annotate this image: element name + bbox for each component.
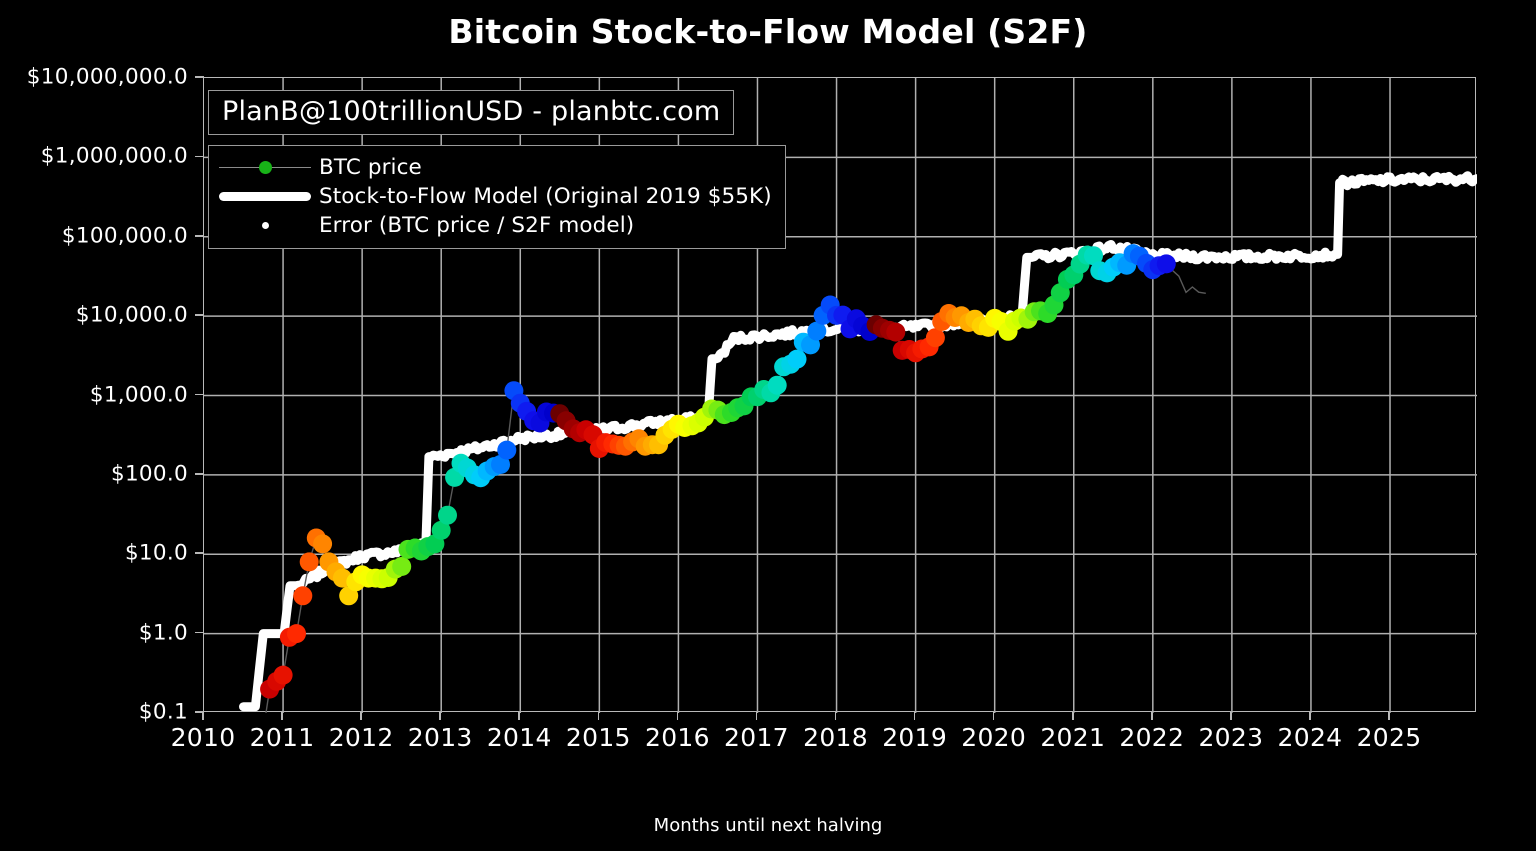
watermark-text: PlanB@100trillionUSD - planbtc.com <box>222 96 721 127</box>
x-axis-tick-mark <box>439 712 441 720</box>
x-axis-tick-label: 2012 <box>328 723 394 752</box>
x-axis-tick-mark <box>1230 712 1232 720</box>
y-axis-tick-mark <box>195 473 204 475</box>
btc-price-point <box>1084 246 1103 266</box>
legend-key-s2f-model <box>219 186 311 208</box>
y-axis-tick-label: $10,000,000.0 <box>26 64 188 90</box>
x-axis-tick-label: 2024 <box>1277 723 1343 752</box>
thick-line-icon <box>219 192 311 201</box>
y-axis-tick-label: $10,000.0 <box>75 302 188 328</box>
x-axis-tick-label: 2025 <box>1356 723 1422 752</box>
x-axis-tick-mark <box>281 712 283 720</box>
legend-label-s2f-model: Stock-to-Flow Model (Original 2019 $55K) <box>319 184 772 209</box>
y-axis-tick-label: $100.0 <box>110 461 188 487</box>
x-axis-tick-mark <box>1151 712 1153 720</box>
btc-price-point <box>491 455 510 474</box>
y-axis-tick-mark <box>195 631 204 634</box>
btc-price-point <box>438 505 457 525</box>
btc-price-point <box>339 586 359 606</box>
y-axis-tick-mark <box>195 234 204 237</box>
x-axis-tick-label: 2020 <box>961 723 1027 752</box>
x-axis-tick-mark <box>1071 712 1074 720</box>
s2f-model-line <box>239 171 1477 712</box>
y-axis-tick-mark <box>195 711 204 713</box>
x-axis-tick-mark <box>992 712 995 720</box>
y-axis-tick-label: $1.0 <box>138 620 188 646</box>
btc-price-point <box>299 552 319 572</box>
btc-price-dots <box>260 244 1176 699</box>
y-axis-tick-label: $0.1 <box>138 699 188 725</box>
x-axis-tick-label: 2015 <box>565 723 631 752</box>
legend-key-btc-price <box>219 157 311 179</box>
x-axis-tick-mark <box>360 712 362 720</box>
legend-label-error: Error (BTC price / S2F model) <box>319 213 635 238</box>
btc-price-point <box>787 349 807 369</box>
x-axis-tick-label: 2010 <box>170 723 236 752</box>
btc-price-point <box>392 557 412 576</box>
x-axis-tick-label: 2013 <box>407 723 473 752</box>
btc-price-point <box>273 665 293 685</box>
btc-price-point <box>925 328 945 348</box>
y-axis-tick-mark <box>195 393 204 396</box>
legend-item-error: Error (BTC price / S2F model) <box>219 211 772 240</box>
colorbar-gradient <box>33 763 1471 788</box>
y-axis-tick-label: $10.0 <box>124 540 188 566</box>
y-axis-tick-label: $1,000,000.0 <box>40 143 188 169</box>
btc-price-point <box>287 624 306 644</box>
green-dot-icon <box>259 161 272 174</box>
page-title: Bitcoin Stock-to-Flow Model (S2F) <box>448 12 1088 51</box>
legend-label-btc-price: BTC price <box>319 155 422 180</box>
x-axis-tick-mark <box>202 712 204 720</box>
x-axis-tick-label: 2023 <box>1198 723 1264 752</box>
x-axis-tick-label: 2021 <box>1040 723 1106 752</box>
x-axis-tick-mark <box>834 712 837 720</box>
btc-price-point <box>431 520 451 540</box>
x-axis-tick-label: 2018 <box>803 723 868 752</box>
btc-price-connector-line <box>265 252 1206 713</box>
x-axis-tick-label: 2019 <box>882 723 948 752</box>
colorbar-region: Months until next halving <box>0 763 1536 851</box>
colorbar-axis-label: Months until next halving <box>653 815 883 836</box>
x-axis-tick-mark <box>1388 712 1390 720</box>
x-axis-tick-label: 2017 <box>724 723 789 752</box>
watermark-annotation: PlanB@100trillionUSD - planbtc.com <box>208 90 735 135</box>
btc-price-point <box>313 534 333 554</box>
legend-item-btc-price: BTC price <box>219 153 772 182</box>
y-axis-tick-mark <box>195 314 204 316</box>
white-dot-icon <box>262 222 269 229</box>
btc-price-point <box>1156 254 1176 274</box>
x-axis-tick-mark <box>518 712 521 720</box>
x-axis-tick-mark <box>1309 712 1311 720</box>
chart-legend: BTC price Stock-to-Flow Model (Original … <box>208 145 786 249</box>
x-axis-tick-mark <box>755 712 758 720</box>
y-axis-tick-mark <box>195 76 204 78</box>
x-axis-tick-mark <box>913 712 916 720</box>
legend-key-error <box>219 215 311 237</box>
x-axis-tick-mark <box>676 712 679 720</box>
btc-price-point <box>807 321 827 341</box>
x-axis-tick-label: 2011 <box>249 723 315 752</box>
y-axis-tick-mark <box>195 155 204 158</box>
x-axis-tick-label: 2022 <box>1119 723 1185 752</box>
btc-price-point <box>497 440 517 460</box>
btc-price-point <box>767 375 787 395</box>
x-axis-tick-mark <box>597 712 600 720</box>
btc-price-point <box>293 586 313 606</box>
legend-item-s2f-model: Stock-to-Flow Model (Original 2019 $55K) <box>219 182 772 211</box>
y-axis-tick-label: $100,000.0 <box>61 223 188 249</box>
x-axis-tick-label: 2014 <box>486 723 552 752</box>
y-axis-tick-mark <box>195 552 204 555</box>
btc-price-point <box>886 322 906 342</box>
y-axis-tick-label: $1,000.0 <box>89 382 188 407</box>
x-axis-tick-label: 2016 <box>644 723 710 752</box>
